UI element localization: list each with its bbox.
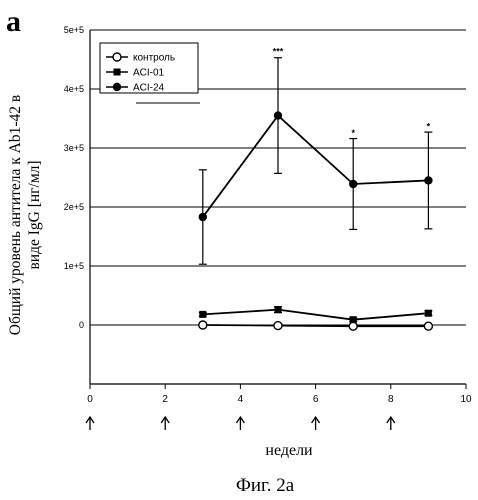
x-axis-label: недели [265,442,313,459]
legend-label: ACI-24 [133,83,165,94]
series-line [202,324,429,328]
figure-caption: Фиг. 2a [236,475,295,496]
legend-label: ACI-01 [133,68,165,79]
up-arrow-icon [160,415,170,430]
data-point [274,306,282,314]
annotations: ***** [273,47,431,138]
arrow-head [386,415,396,424]
y-axis-label-line2: виде IgG [нг/мл] [26,160,43,269]
immunization-arrows [85,415,396,430]
y-tick-label: 5e+5 [64,25,84,35]
series-line [202,114,429,218]
series-0 [198,320,434,331]
significance-marker: * [427,121,431,131]
x-tick-label: 10 [460,394,472,405]
legend: контроль ACI-01 ACI-24 [99,42,200,104]
plot-frame [89,30,466,385]
series-line [202,308,429,321]
up-arrow-icon [85,415,95,430]
data-point [273,111,283,120]
legend-label: контроль [133,53,175,64]
panel-label: a [6,5,21,38]
series-1 [198,306,433,324]
data-point [424,176,433,185]
x-tick-label: 0 [87,394,93,405]
x-tick-label: 2 [162,394,168,405]
data-point [273,320,283,331]
data-point [424,309,432,317]
data-point [198,320,208,330]
up-arrow-icon [386,415,396,430]
legend-marker [113,68,121,76]
up-arrow-icon [235,415,245,430]
data-point [199,310,207,318]
y-axis-ticks: 0 1e+5 2e+5 3e+5 4e+5 5e+5 [64,25,84,330]
arrow-head [311,415,321,424]
arrow-head [160,415,170,424]
data-point [348,321,358,331]
arrow-head [235,415,245,424]
up-arrow-icon [311,415,321,430]
significance-marker: *** [273,47,284,57]
x-tick-label: 6 [313,394,319,405]
x-tick-label: 4 [238,394,244,405]
y-tick-label: 3e+5 [64,143,84,153]
y-tick-label: 1e+5 [64,261,84,271]
legend-marker [112,52,122,62]
y-tick-label: 4e+5 [64,84,84,94]
data-point [349,316,357,324]
data-point [198,212,207,222]
series-2 [198,57,433,265]
y-tick-label: 0 [79,320,84,330]
x-axis-ticks: 0 2 4 6 8 10 [87,384,472,405]
data-point [349,179,358,189]
data-point [423,321,434,331]
legend-marker [112,82,122,92]
y-tick-label: 2e+5 [64,202,84,212]
x-tick-label: 8 [388,394,394,405]
significance-marker: * [351,128,355,138]
arrow-head [85,415,95,424]
y-axis-label-line1: Общий уровень антитела к Ab1-42 в [7,95,24,335]
series-group [198,57,434,331]
